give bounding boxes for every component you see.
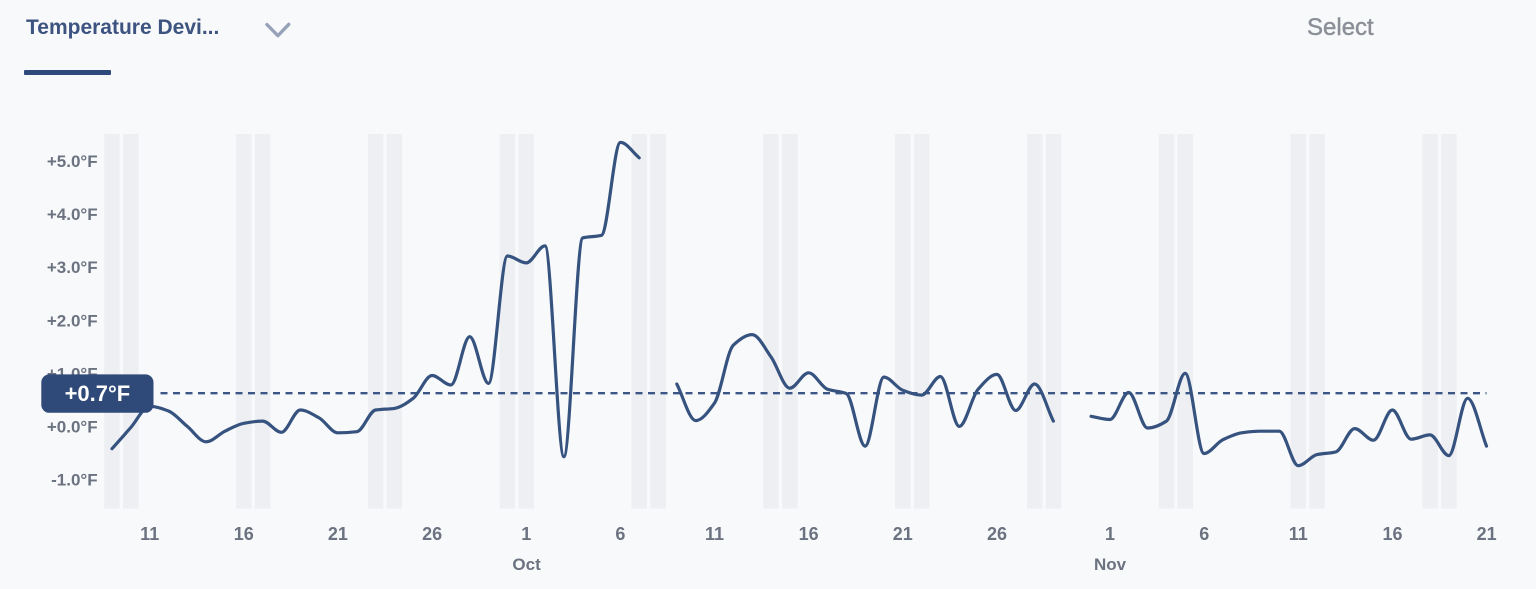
svg-text:21: 21	[1477, 524, 1497, 544]
svg-text:11: 11	[140, 524, 159, 544]
svg-text:26: 26	[422, 524, 442, 544]
svg-text:Nov: Nov	[1094, 555, 1127, 574]
svg-text:21: 21	[893, 524, 913, 544]
svg-text:+4.0°F: +4.0°F	[47, 205, 98, 224]
svg-text:21: 21	[328, 524, 348, 544]
svg-text:16: 16	[799, 524, 819, 544]
svg-text:Oct: Oct	[512, 555, 541, 574]
svg-text:-1.0°F: -1.0°F	[51, 471, 97, 490]
svg-text:+5.0°F: +5.0°F	[47, 152, 98, 171]
svg-text:16: 16	[234, 524, 254, 544]
svg-text:16: 16	[1382, 524, 1402, 544]
svg-text:6: 6	[615, 524, 625, 544]
svg-text:+2.0°F: +2.0°F	[47, 311, 98, 330]
svg-text:+0.0°F: +0.0°F	[47, 418, 98, 437]
svg-text:+0.7°F: +0.7°F	[65, 381, 131, 406]
svg-text:6: 6	[1199, 524, 1209, 544]
svg-text:26: 26	[987, 524, 1007, 544]
svg-text:1: 1	[1105, 524, 1115, 544]
svg-text:+3.0°F: +3.0°F	[47, 258, 98, 277]
svg-text:11: 11	[705, 524, 724, 544]
svg-text:1: 1	[521, 524, 531, 544]
svg-text:11: 11	[1289, 524, 1308, 544]
